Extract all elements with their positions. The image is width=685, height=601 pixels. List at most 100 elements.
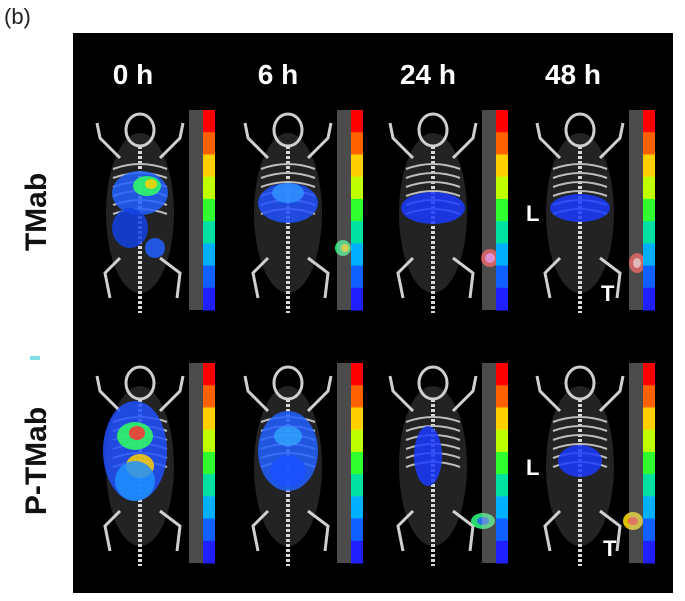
mouse-rib [405, 163, 461, 170]
signal-blob [341, 244, 349, 252]
color-scale-segment [203, 243, 215, 267]
signal-blob [270, 455, 306, 487]
color-scale-segment [203, 385, 215, 408]
color-scale-segment [643, 176, 655, 200]
row-label-p-tmab: P-TMab [20, 406, 53, 516]
mouse-scan-image [388, 110, 508, 313]
color-scale-segment [496, 385, 508, 408]
mouse-leg-right [307, 509, 330, 552]
mouse-scan-image [243, 110, 363, 313]
color-scale-segment [203, 110, 215, 133]
color-scale-ticks [337, 110, 351, 310]
mouse-scan-image [535, 363, 655, 566]
imaging-cell [233, 108, 368, 318]
color-scale-segment [496, 407, 508, 431]
mouse-arm-right [158, 122, 185, 160]
color-scale-segment [351, 132, 363, 155]
mouse-leg-left [396, 256, 415, 299]
imaging-cell [525, 361, 660, 571]
mouse-rib [260, 163, 316, 170]
color-scale-segment [643, 496, 655, 520]
color-scale-segment [643, 429, 655, 453]
mouse-rib [552, 425, 608, 432]
color-scale-segment [203, 451, 215, 475]
mouse-leg-left [103, 509, 122, 552]
color-scale-segment [351, 110, 363, 133]
imaging-cell [85, 108, 220, 318]
signal-blob [145, 179, 157, 189]
mouse-leg-left [396, 509, 415, 552]
mouse-arm-left [243, 375, 270, 413]
mouse-arm-left [388, 122, 415, 160]
color-scale-segment [203, 265, 215, 289]
signal-blob [115, 461, 155, 501]
color-scale-segment [643, 474, 655, 497]
marker-tumor-tmab: T [601, 281, 615, 306]
color-scale-segment [496, 429, 508, 453]
color-scale-segment [496, 451, 508, 475]
signal-blob [414, 426, 442, 486]
color-scale-segment [643, 451, 655, 475]
color-scale-segment [496, 496, 508, 520]
color-scale-ticks [629, 110, 643, 310]
mouse-rib [405, 190, 461, 197]
color-scale-ticks [189, 110, 203, 310]
color-scale-segment [496, 243, 508, 267]
mouse-leg-right [307, 256, 330, 299]
color-scale-segment [496, 198, 508, 222]
time-label-48h: 48 h [544, 59, 602, 90]
color-scale-segment [351, 451, 363, 475]
color-scale-segment [203, 221, 215, 244]
color-scale-segment [496, 540, 508, 564]
mouse-leg-right [599, 509, 622, 552]
color-scale-segment [351, 385, 363, 408]
imaging-cell [378, 108, 513, 318]
color-scale-segment [496, 363, 508, 386]
mouse-scan-image [535, 110, 655, 313]
color-scale-segment [643, 198, 655, 222]
mouse-arm-left [95, 122, 122, 160]
color-scale-segment [643, 407, 655, 431]
color-scale-ticks [629, 363, 643, 563]
signal-blob [477, 517, 489, 525]
signal-blob [129, 426, 145, 440]
mouse-leg-right [159, 509, 182, 552]
mouse-leg-left [251, 509, 270, 552]
signal-blob [272, 183, 304, 203]
mouse-leg-right [452, 256, 475, 299]
color-scale-segment [643, 132, 655, 155]
color-scale-segment [351, 518, 363, 542]
mouse-rib [405, 172, 461, 179]
color-scale-segment [643, 363, 655, 386]
mouse-leg-left [251, 256, 270, 299]
signal-blob [145, 238, 165, 258]
mouse-arm-left [388, 375, 415, 413]
color-scale-segment [203, 132, 215, 155]
mouse-arm-right [598, 375, 625, 413]
mouse-arm-right [598, 122, 625, 160]
panel-label: (b) [4, 4, 31, 29]
color-scale-segment [203, 540, 215, 564]
mouse-leg-right [159, 256, 182, 299]
color-scale-segment [496, 287, 508, 311]
mouse-rib [552, 190, 608, 197]
signal-blob [550, 194, 610, 222]
color-scale-segment [203, 496, 215, 520]
color-scale-segment [643, 243, 655, 267]
color-scale-segment [203, 154, 215, 178]
color-scale-segment [351, 221, 363, 244]
color-scale-segment [351, 243, 363, 267]
color-scale-segment [351, 496, 363, 520]
time-label-0h: 0 h [112, 59, 154, 90]
imaging-figure: 0 h 6 h 24 h 48 h L T L T [73, 33, 673, 593]
mouse-arm-right [306, 122, 333, 160]
imaging-cell [85, 361, 220, 571]
signal-blob [401, 192, 465, 224]
color-scale-segment [203, 518, 215, 542]
mouse-rib [260, 181, 316, 188]
mouse-arm-left [95, 375, 122, 413]
signal-blob [485, 253, 495, 263]
mouse-rib [552, 172, 608, 179]
mouse-arm-right [306, 375, 333, 413]
color-scale-segment [643, 221, 655, 244]
